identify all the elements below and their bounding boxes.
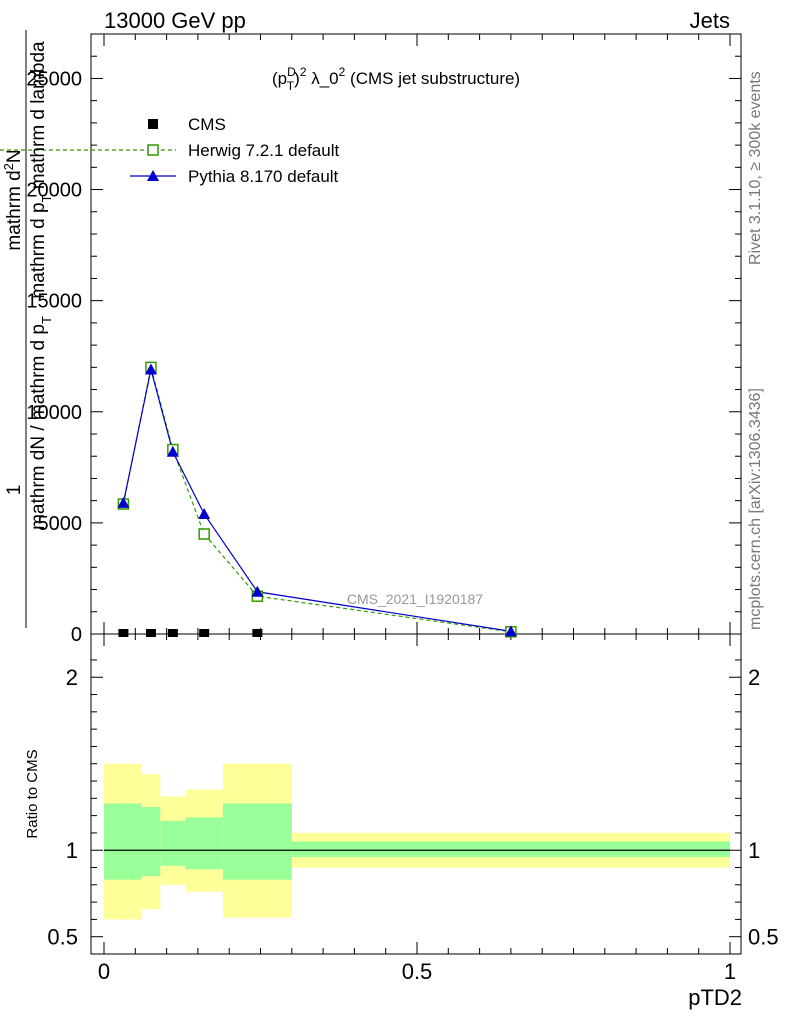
main-y-tick-label: 10000 xyxy=(26,402,82,424)
legend-label-pythia: Pythia 8.170 default xyxy=(188,167,339,186)
ratio-bands xyxy=(104,763,730,920)
ratio-inner-band-5 xyxy=(291,841,730,858)
pythia-point xyxy=(166,445,179,457)
ylabel-outer-den: mathrm dN / mathrm d pT xyxy=(28,316,54,530)
cms-point xyxy=(118,629,129,637)
main-y-tick-label: 5000 xyxy=(38,513,83,535)
pythia-point xyxy=(117,496,130,508)
ratio-frame xyxy=(90,633,742,955)
main-y-tick-label: 25000 xyxy=(26,68,82,90)
ratio-y-tick-label: 1 xyxy=(66,838,78,863)
legend-marker-cms xyxy=(148,119,158,129)
pythia-line xyxy=(122,369,511,632)
data-series xyxy=(117,361,517,638)
plot-title: (pD T)2 λ_02 (CMS jet substructure) xyxy=(272,65,520,93)
ratio-y-tick-label-right: 0.5 xyxy=(748,925,779,950)
header-left: 13000 GeV pp xyxy=(104,8,246,33)
ylabel-outer-num: 1 xyxy=(4,485,25,496)
ylabel-inner-den: mathrm d pT mathrm d lambda xyxy=(28,41,54,299)
cms-point xyxy=(145,629,156,637)
main-y-axis-label: 1 mathrm dN / mathrm d pT mathrm d2N mat… xyxy=(1,30,54,628)
mcplots-reference-text: mcplots.cern.ch [arXiv:1306.3436] xyxy=(747,388,764,630)
legend: CMS Herwig 7.2.1 default Pythia 8.170 de… xyxy=(0,115,339,186)
x-tick-label: 0.5 xyxy=(402,959,433,984)
legend-label-cms: CMS xyxy=(188,115,226,134)
pythia-point xyxy=(144,363,157,375)
cms-point xyxy=(199,629,210,637)
legend-marker-herwig xyxy=(147,144,159,156)
main-y-tick-label: 15000 xyxy=(26,291,82,313)
cms-point xyxy=(167,629,178,637)
ratio-inner-band-0 xyxy=(104,803,142,880)
main-y-tick-label: 0 xyxy=(71,624,82,646)
ratio-inner-band-4 xyxy=(222,803,292,880)
ratio-axis-ticks: 0.5 0.5 1 1 2 2 0 0.5 1 xyxy=(47,634,779,984)
ratio-inner-band-3 xyxy=(185,817,223,870)
pythia-point xyxy=(251,585,264,597)
ratio-inner-band-2 xyxy=(160,820,186,866)
ratio-y-tick-label-right: 1 xyxy=(748,838,760,863)
ratio-y-tick-label: 2 xyxy=(66,665,78,690)
ratio-y-tick-label: 0.5 xyxy=(47,925,78,950)
cms-point xyxy=(252,629,263,637)
main-axis-ticks: 0 5000 10000 15000 20000 25000 xyxy=(26,34,741,646)
x-axis-label: pTD2 xyxy=(688,985,742,1010)
herwig-line xyxy=(122,367,511,633)
legend-label-herwig: Herwig 7.2.1 default xyxy=(188,141,339,160)
pythia-point xyxy=(504,625,517,637)
legend-marker-pythia xyxy=(147,170,159,181)
x-tick-label: 0 xyxy=(98,959,110,984)
x-tick-label: 1 xyxy=(724,959,736,984)
rivet-version-text: Rivet 3.1.10, ≥ 300k events xyxy=(747,71,764,265)
ylabel-inner-num: mathrm d2N xyxy=(1,149,25,250)
ratio-y-tick-label-right: 2 xyxy=(748,665,760,690)
analysis-watermark: CMS_2021_I1920187 xyxy=(347,591,483,607)
header-right: Jets xyxy=(690,8,730,33)
ratio-y-axis-label: Ratio to CMS xyxy=(24,749,41,838)
herwig-point xyxy=(198,528,210,540)
pythia-point xyxy=(198,508,211,519)
main-y-tick-label: 20000 xyxy=(26,180,82,202)
ratio-inner-band-1 xyxy=(141,806,161,877)
